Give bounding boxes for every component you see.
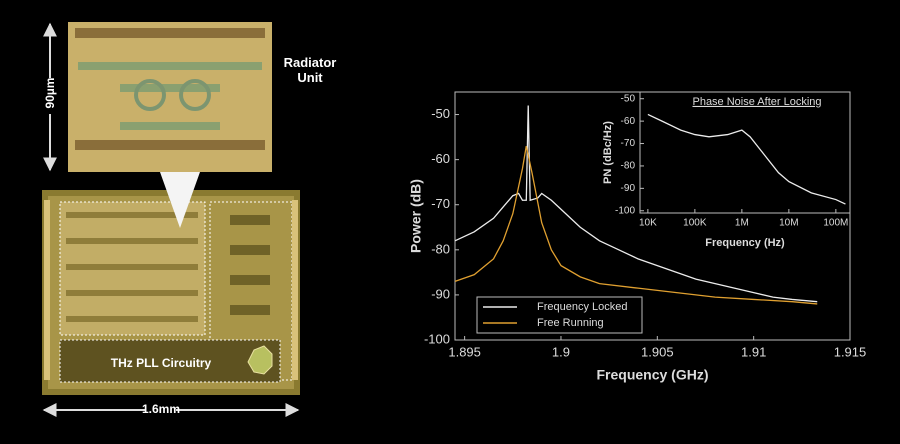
width-label: 1.6mm [141,402,181,416]
legend-label: Free Running [537,317,604,329]
y-tick-label: -50 [621,93,636,104]
y-axis-label: PN (dBc/Hz) [602,121,614,184]
series-line [454,145,818,305]
x-tick-label: 10M [779,218,798,229]
y-tick-label: -70 [431,196,450,211]
x-tick-label: 1.91 [741,344,766,359]
height-label: 90µm [43,77,57,109]
chart-title: Phase Noise After Locking [692,96,821,108]
y-axis-label: Power (dB) [408,179,424,253]
x-tick-label: 100M [823,218,848,229]
series-line [647,113,846,205]
charts: -100 -90 -80 -70 -60 -50 1.895 1.9 1.905 1.91 1.91… [408,91,867,383]
chart: -100 -90 -80 -70 -60 -50 10K 100K 1M 10M 100M Frequ… [602,91,851,249]
radiator-label: Radiator Unit [283,55,337,85]
legend-box [476,296,643,334]
x-tick-label: 1.905 [641,344,674,359]
plot-frame [639,91,851,214]
legend-label: Frequency Locked [537,301,628,313]
x-tick-label: 10K [639,218,657,229]
y-tick-label: -60 [431,151,450,166]
x-tick-label: 1.9 [552,344,570,359]
pll-label: THz PLL Circuitry [110,356,212,370]
y-tick-label: -70 [621,138,636,149]
x-axis-label: Frequency (GHz) [596,367,708,383]
y-tick-label: -100 [424,331,450,346]
y-tick-label: -80 [621,161,636,172]
y-tick-label: -60 [621,116,636,127]
y-tick-label: -80 [431,241,450,256]
y-tick-label: -90 [621,183,636,194]
chip-image [40,22,300,419]
x-tick-label: 100K [683,218,707,229]
x-tick-label: 1.895 [448,344,481,359]
x-tick-label: 1M [735,218,749,229]
x-tick-label: 1.915 [834,344,867,359]
y-tick-label: -100 [615,205,635,216]
y-tick-label: -90 [431,286,450,301]
series-line [454,105,818,303]
y-tick-label: -50 [431,106,450,121]
x-axis-label: Frequency (Hz) [705,237,785,249]
